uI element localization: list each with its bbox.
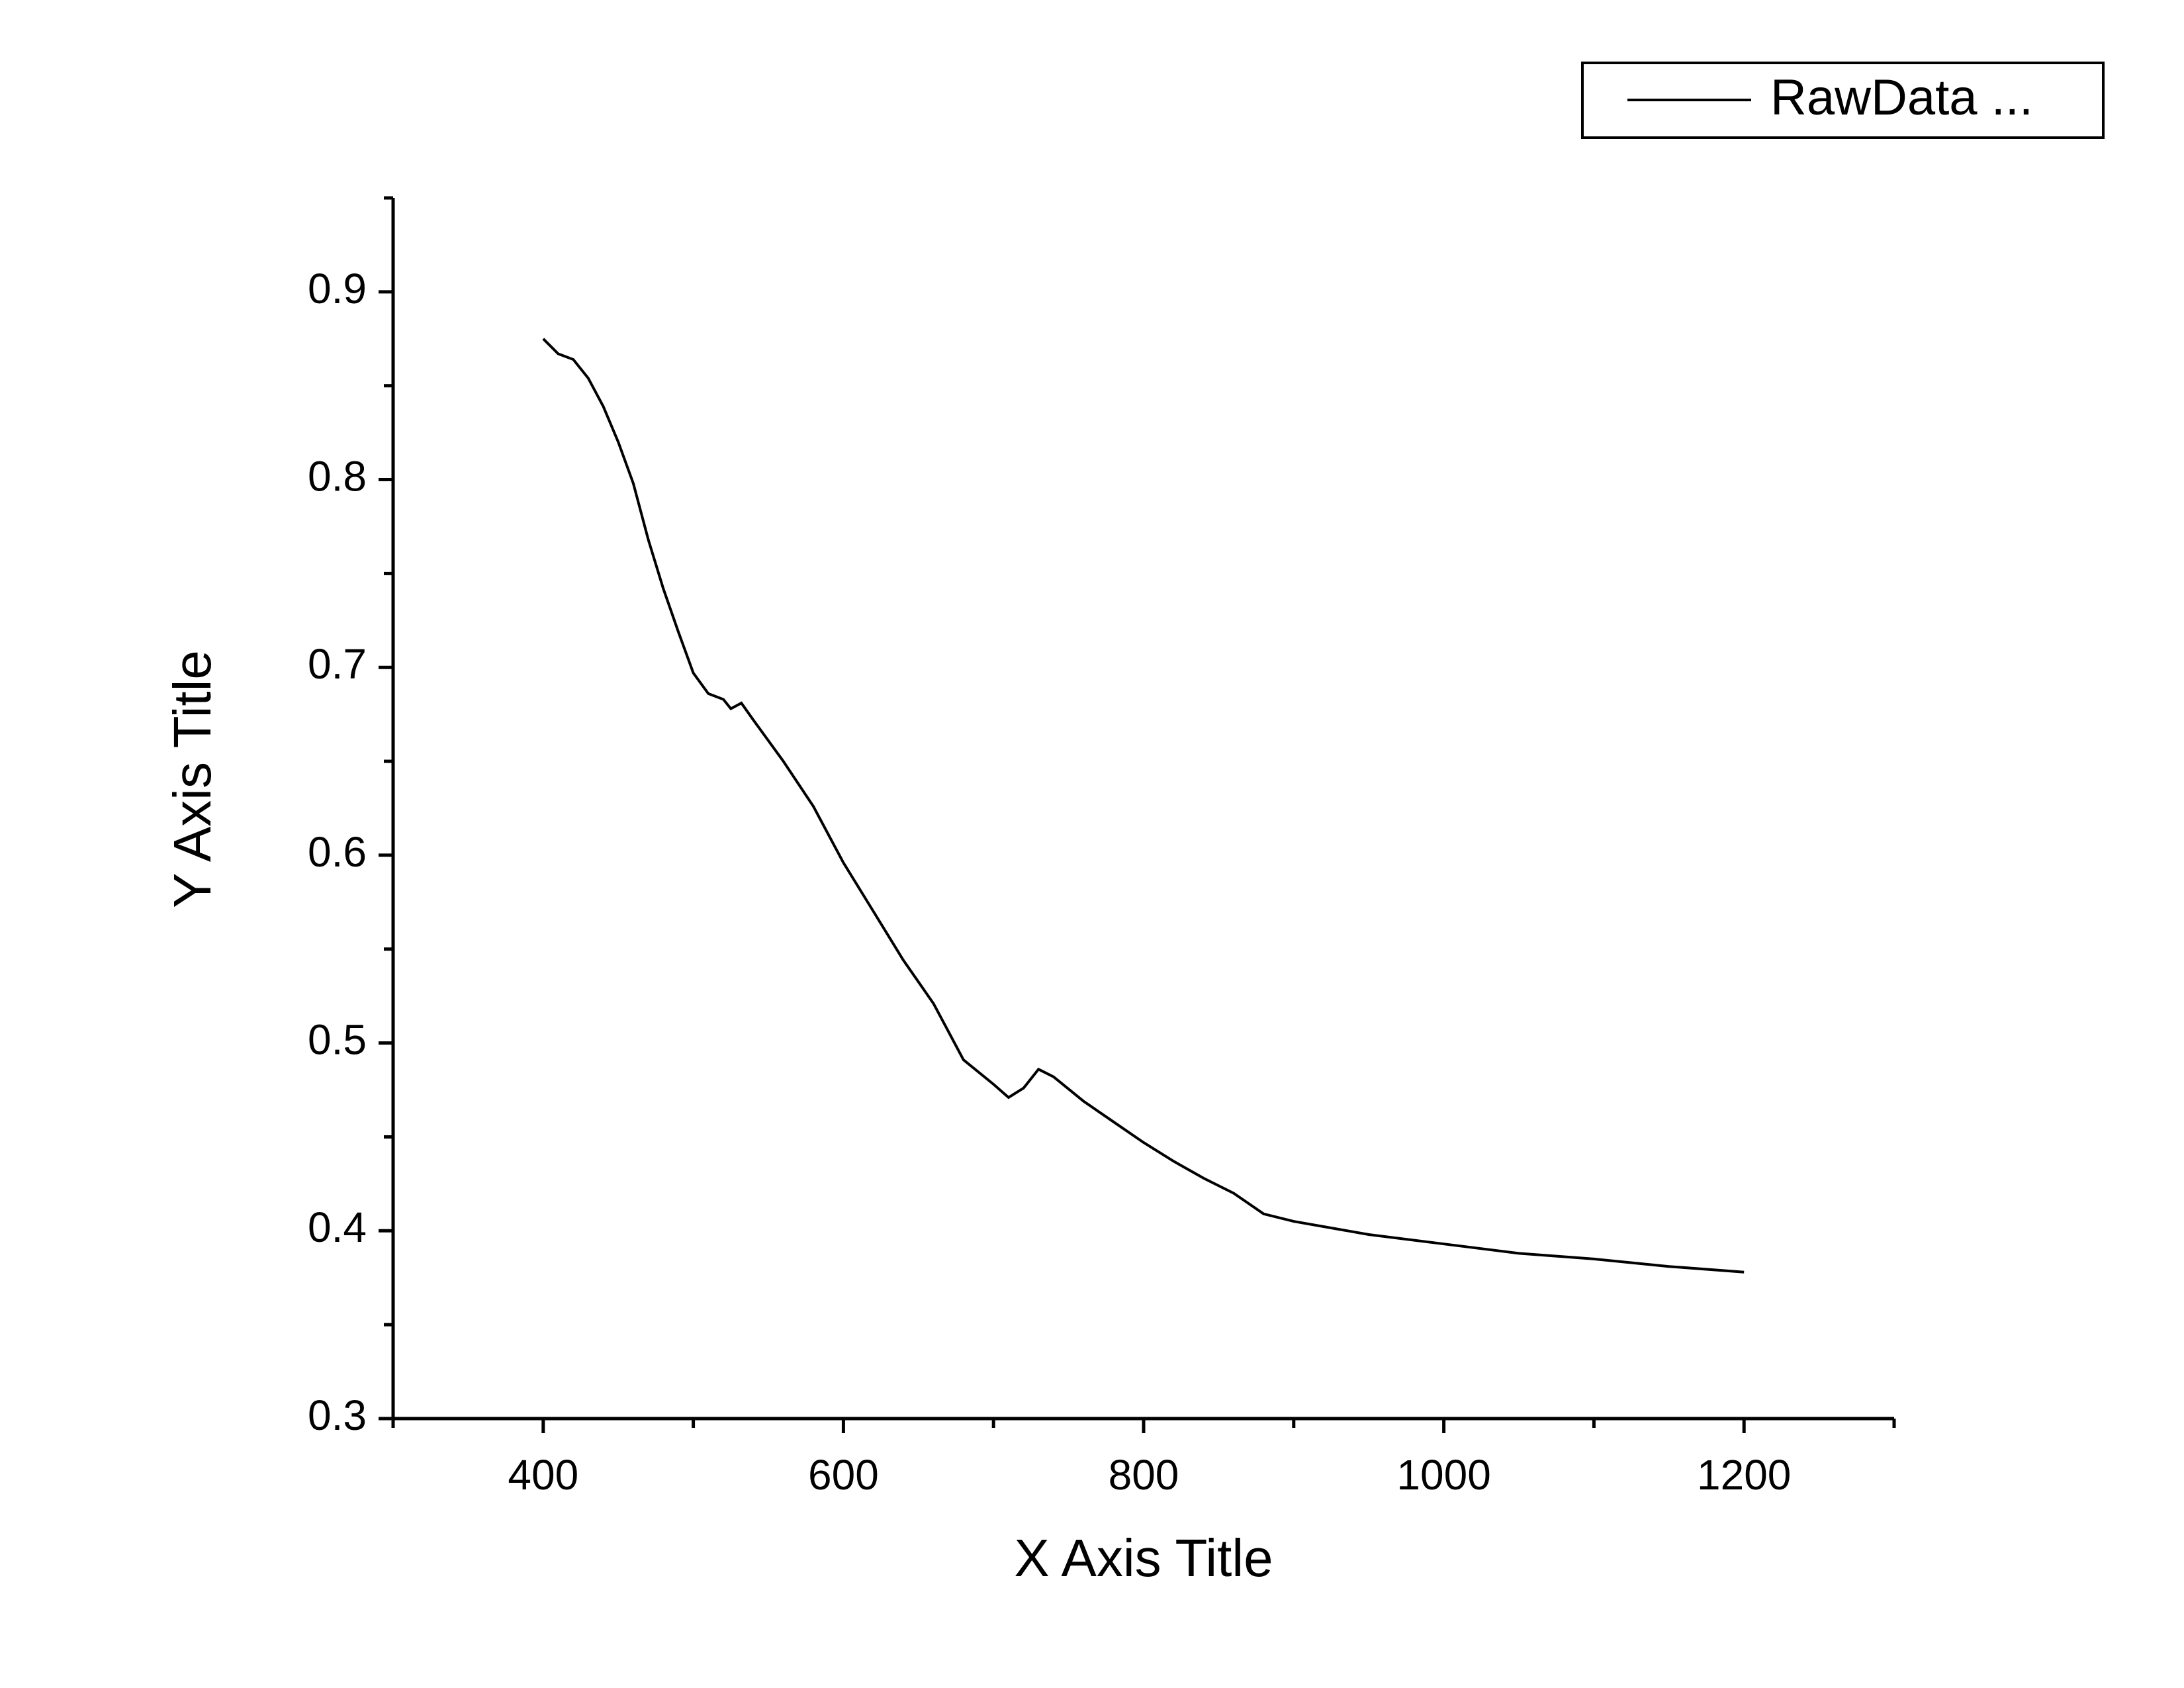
y-axis-title: Y Axis Title bbox=[163, 650, 222, 908]
x-tick-label: 1000 bbox=[1396, 1451, 1490, 1499]
y-tick-label: 0.3 bbox=[308, 1391, 367, 1439]
data-line bbox=[542, 338, 1745, 1274]
y-tick-label: 0.8 bbox=[308, 452, 367, 500]
x-tick-label: 800 bbox=[1109, 1451, 1179, 1499]
legend-box bbox=[1581, 62, 2105, 139]
y-tick-label: 0.4 bbox=[308, 1203, 367, 1251]
x-tick-label: 600 bbox=[808, 1451, 879, 1499]
x-tick-label: 1200 bbox=[1697, 1451, 1791, 1499]
y-tick-label: 0.7 bbox=[308, 640, 367, 688]
legend-label: RawData ... bbox=[1770, 70, 2033, 126]
x-axis-title: X Axis Title bbox=[1014, 1528, 1273, 1587]
x-tick-label: 400 bbox=[508, 1451, 578, 1499]
y-tick-label: 0.5 bbox=[308, 1016, 367, 1064]
y-tick-label: 0.9 bbox=[308, 265, 367, 312]
y-tick-label: 0.6 bbox=[308, 828, 367, 876]
